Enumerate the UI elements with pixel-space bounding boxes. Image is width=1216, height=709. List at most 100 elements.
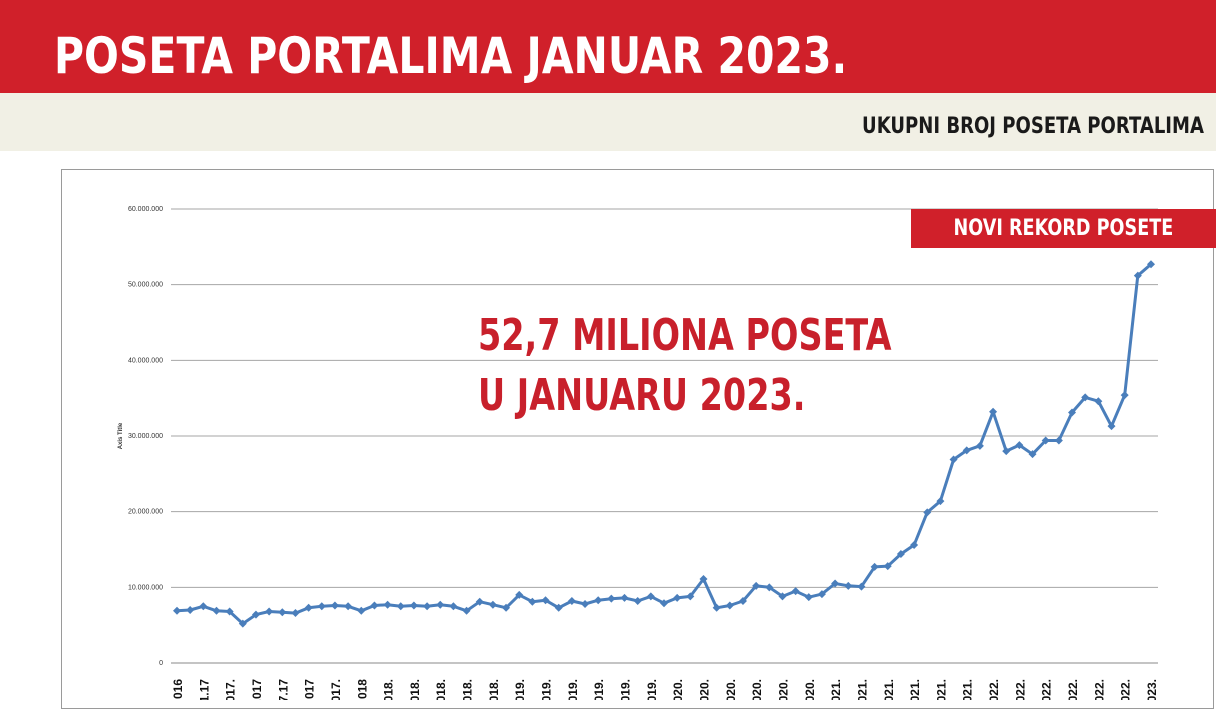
data-point [541, 596, 550, 605]
record-badge: NOVI REKORD POSETE [911, 209, 1216, 248]
data-point [265, 607, 274, 616]
data-point [462, 606, 471, 615]
chart-frame [61, 169, 1214, 709]
x-tick-label: 021. [829, 679, 843, 700]
x-tick-label: 7.17 [276, 679, 290, 700]
data-point [1054, 436, 1063, 445]
data-point [1028, 450, 1037, 459]
data-point [1120, 391, 1129, 400]
y-tick-label: 60.000.000 [128, 206, 163, 213]
data-point [620, 593, 629, 602]
data-point [1002, 447, 1011, 456]
x-tick-label: 018 [355, 679, 369, 699]
x-tick-label: 018. [487, 679, 501, 700]
data-point [436, 600, 445, 609]
x-tick-label: 018. [408, 679, 422, 700]
x-tick-label: 020. [697, 679, 711, 700]
data-point [502, 603, 511, 612]
data-point [975, 441, 984, 450]
x-tick-label: 023. [1145, 679, 1159, 700]
data-point [1081, 393, 1090, 402]
chart-annotation: 52,7 MILIONA POSETA U JANUARU 2023. [478, 306, 892, 426]
data-point [1041, 436, 1050, 445]
data-point [225, 607, 234, 616]
x-tick-label: 019. [645, 679, 659, 700]
data-point [396, 602, 405, 611]
x-tick-label: 016 [171, 679, 185, 699]
y-tick-label: 50.000.000 [128, 282, 163, 289]
data-point [910, 540, 919, 549]
data-point [804, 593, 813, 602]
data-point [686, 592, 695, 601]
data-point [673, 593, 682, 602]
x-tick-label: 018. [461, 679, 475, 700]
x-tick-label: 020. [671, 679, 685, 700]
data-point [817, 590, 826, 599]
x-tick-label: 020. [803, 679, 817, 700]
data-point [831, 579, 840, 588]
x-tick-label: 022. [1066, 679, 1080, 700]
data-point [330, 601, 339, 610]
x-tick-label: 019. [619, 679, 633, 700]
data-point [844, 581, 853, 590]
x-tick-label: 017. [224, 679, 238, 700]
x-tick-label: 017 [303, 679, 317, 699]
data-point [251, 610, 260, 619]
x-tick-label: 019. [592, 679, 606, 700]
data-point [173, 606, 181, 615]
data-point [1107, 422, 1116, 431]
y-axis-title: Axis Title [118, 422, 124, 449]
x-tick-label: 022. [987, 679, 1001, 700]
record-badge-label: NOVI REKORD POSETE [953, 216, 1174, 241]
data-point [1068, 408, 1077, 417]
x-tick-label: 022. [1013, 679, 1027, 700]
data-point [660, 599, 668, 608]
y-tick-label: 30.000.000 [128, 433, 163, 440]
data-point [725, 601, 734, 610]
x-tick-label: 017. [329, 679, 343, 700]
data-point [475, 597, 484, 606]
data-point [633, 596, 642, 605]
y-tick-label: 10.000.000 [128, 584, 163, 591]
data-point [712, 603, 721, 612]
x-tick-label: 021. [934, 679, 948, 700]
data-point [581, 599, 590, 608]
x-tick-label: 022. [1119, 679, 1133, 700]
annotation-line-1: 52,7 MILIONA POSETA [478, 310, 892, 361]
data-point [449, 602, 458, 611]
data-point [1147, 260, 1155, 269]
annotation-line-2: U JANUARU 2023. [478, 370, 806, 421]
data-point [962, 446, 971, 455]
y-tick-label: 0 [159, 660, 163, 667]
data-point [607, 594, 616, 603]
x-tick-label: 018. [382, 679, 396, 700]
data-point [594, 596, 603, 605]
x-tick-label: 019. [540, 679, 554, 700]
data-point [212, 606, 221, 615]
data-point [752, 581, 761, 590]
data-point [528, 597, 537, 606]
data-point [370, 601, 379, 610]
x-tick-label: 021. [908, 679, 922, 700]
data-point [989, 407, 998, 416]
data-point [278, 608, 287, 617]
x-tick-label: 018. [434, 679, 448, 700]
data-point [857, 582, 866, 591]
data-point [791, 587, 800, 596]
data-point [488, 600, 497, 609]
x-tick-label: 021. [882, 679, 896, 700]
x-tick-label: 020. [750, 679, 764, 700]
data-point [1094, 397, 1103, 406]
data-point [870, 562, 879, 571]
data-point [291, 609, 300, 618]
data-point [646, 592, 655, 601]
y-tick-label: 40.000.000 [128, 357, 163, 364]
x-tick-label: 020. [724, 679, 738, 700]
data-point [304, 603, 313, 612]
header-band [0, 0, 1216, 93]
data-point [699, 575, 708, 584]
x-tick-label: 021. [961, 679, 975, 700]
data-point [409, 601, 418, 610]
data-point [896, 550, 905, 559]
